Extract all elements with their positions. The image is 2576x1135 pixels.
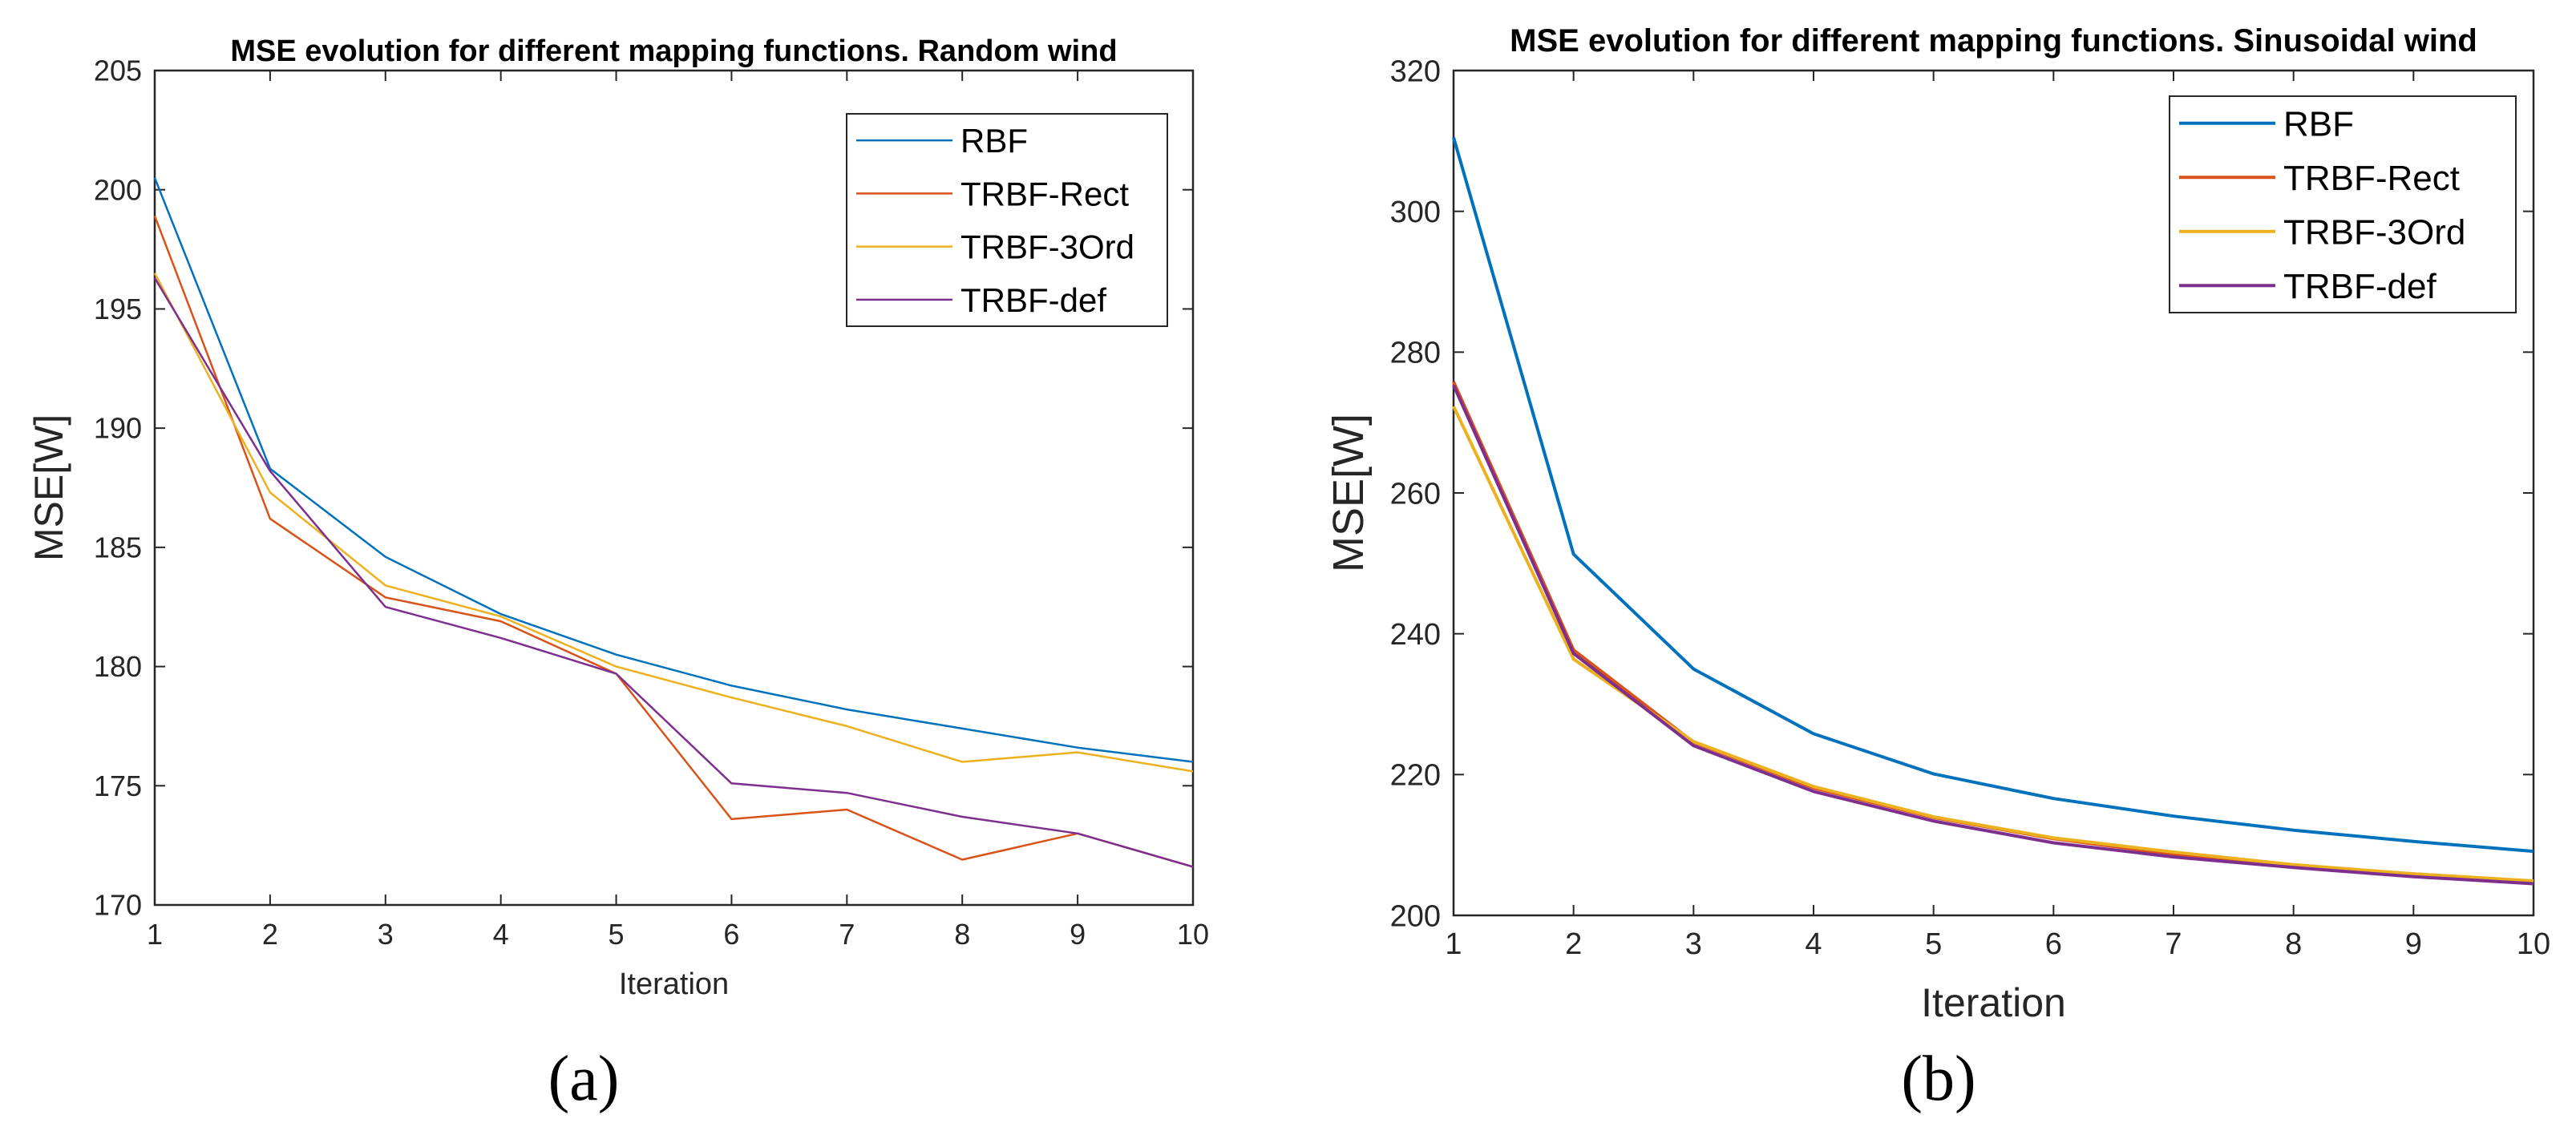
x-axis-label: Iteration — [1921, 980, 2066, 1025]
y-tick-label: 220 — [1390, 759, 1441, 793]
legend: RBF TRBF-Rect TRBF-3Ord TRBF-def — [2169, 95, 2517, 313]
x-tick-label: 1 — [1445, 927, 1462, 961]
x-tick-label: 2 — [262, 918, 278, 951]
chart-1: MSE evolution for different mapping func… — [26, 34, 1209, 1114]
x-tick-label: 8 — [954, 918, 970, 951]
y-tick-label: 170 — [94, 889, 142, 922]
y-tick-label: 200 — [1390, 899, 1441, 933]
x-tick-label: 8 — [2285, 927, 2302, 961]
y-tick-label: 195 — [94, 293, 142, 325]
legend: RBF TRBF-Rect TRBF-3Ord TRBF-def — [846, 113, 1168, 327]
x-axis-label: Iteration — [619, 967, 729, 1001]
y-tick-label: 300 — [1390, 196, 1441, 229]
chart-title: MSE evolution for different mapping func… — [230, 34, 1117, 68]
x-tick-label: 6 — [723, 918, 739, 951]
y-tick-label: 185 — [94, 531, 142, 563]
y-tick-label: 190 — [94, 412, 142, 445]
legend-label-trbf-rect: TRBF-Rect — [2283, 159, 2460, 198]
y-tick-label: 260 — [1390, 477, 1441, 511]
x-tick-label: 7 — [839, 918, 855, 951]
y-tick-label: 280 — [1390, 337, 1441, 370]
y-tick-label: 180 — [94, 650, 142, 683]
legend-label-trbf-def: TRBF-def — [2283, 267, 2436, 306]
y-axis-label: MSE[W] — [1324, 414, 1373, 572]
x-tick-label: 4 — [1805, 927, 1822, 961]
series-line-trbf-def — [153, 277, 1194, 868]
legend-label-trbf-3ord: TRBF-3Ord — [2283, 213, 2465, 252]
caption: (b) — [1901, 1044, 1975, 1114]
y-tick-label: 200 — [94, 173, 142, 206]
x-tick-label: 3 — [378, 918, 394, 951]
series-group — [1452, 136, 2534, 886]
legend-box — [846, 113, 1168, 327]
series-line-trbf-rect — [153, 215, 1194, 868]
series-line-rbf — [1452, 136, 2534, 854]
x-tick-label: 10 — [1177, 918, 1209, 951]
legend-label-rbf: RBF — [2283, 105, 2354, 144]
x-tick-label: 6 — [2045, 927, 2062, 961]
x-tick-label: 10 — [2517, 927, 2550, 961]
y-tick-label: 320 — [1390, 55, 1441, 88]
legend-label-trbf-def: TRBF-def — [960, 281, 1106, 319]
series-line-rbf — [153, 177, 1194, 763]
x-tick-label: 2 — [1565, 927, 1582, 961]
legend-box — [2169, 95, 2517, 313]
y-tick-label: 240 — [1390, 618, 1441, 652]
y-tick-label: 205 — [94, 55, 142, 87]
x-tick-label: 4 — [493, 918, 509, 951]
x-tick-label: 5 — [609, 918, 625, 951]
caption: (a) — [548, 1044, 620, 1114]
legend-label-rbf: RBF — [960, 122, 1028, 160]
x-tick-label: 5 — [1925, 927, 1942, 961]
x-tick-label: 9 — [1070, 918, 1086, 951]
series-line-trbf-def — [1452, 384, 2534, 886]
chart-title: MSE evolution for different mapping func… — [1510, 23, 2477, 59]
y-axis-label: MSE[W] — [26, 414, 71, 561]
chart-2: MSE evolution for different mapping func… — [1324, 23, 2550, 1114]
x-tick-label: 9 — [2405, 927, 2422, 961]
x-tick-label: 7 — [2165, 927, 2182, 961]
series-group — [153, 177, 1194, 868]
x-tick-label: 1 — [147, 918, 163, 951]
y-tick-label: 175 — [94, 769, 142, 802]
legend-label-trbf-rect: TRBF-Rect — [960, 175, 1129, 212]
x-tick-label: 3 — [1685, 927, 1702, 961]
legend-label-trbf-3ord: TRBF-3Ord — [960, 228, 1134, 266]
